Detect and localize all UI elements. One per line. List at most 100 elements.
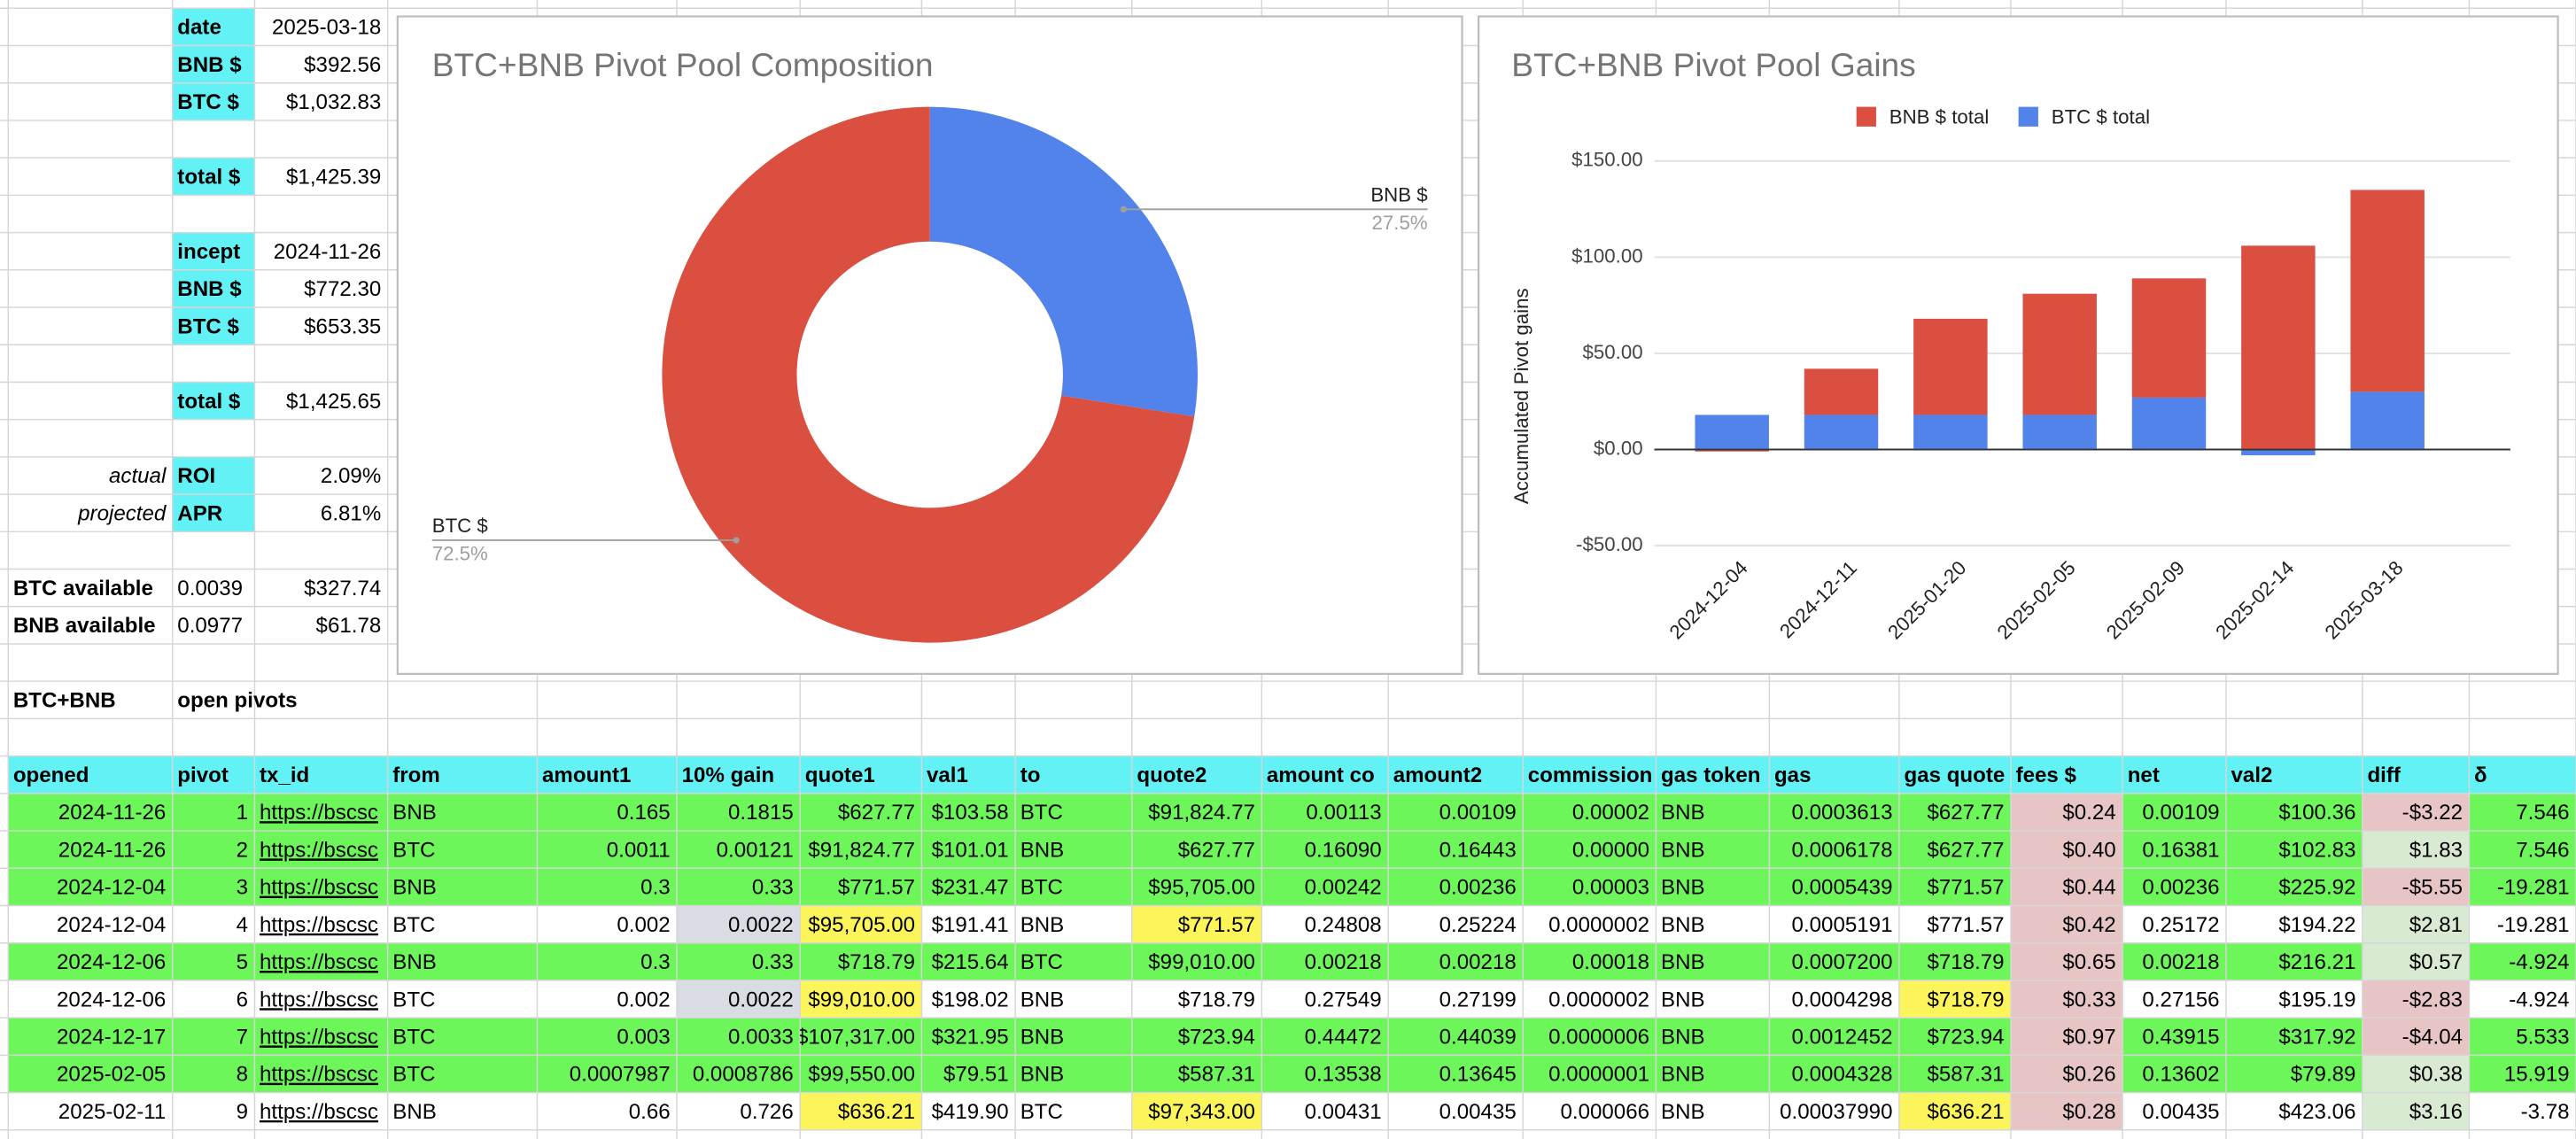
summary-key: incept bbox=[177, 240, 240, 264]
cell: $107,317.00 bbox=[800, 1025, 915, 1049]
cell: 0.00121 bbox=[717, 838, 794, 862]
cell-fill bbox=[1388, 942, 1524, 980]
cell-fill bbox=[1388, 868, 1524, 906]
cell: 0.24808 bbox=[1305, 913, 1382, 937]
table-cell: 3 bbox=[237, 876, 248, 900]
cell-fill bbox=[2011, 905, 2123, 943]
column-header: amount2 bbox=[1393, 763, 1482, 787]
cell-fill bbox=[1523, 905, 1657, 943]
cell-fill bbox=[387, 905, 538, 943]
cell: $95,705.00 bbox=[808, 913, 915, 937]
cell: 2025-03-18 bbox=[272, 16, 381, 40]
cell-fill bbox=[2122, 793, 2226, 832]
summary-key: total $ bbox=[177, 165, 241, 189]
cell: fees $ bbox=[2016, 763, 2077, 787]
cell: 0.0006178 bbox=[1792, 838, 1893, 862]
cell: $718.79 bbox=[1927, 950, 2004, 974]
table-cell: 2024-12-17 bbox=[57, 1025, 166, 1049]
cell-fill bbox=[172, 1055, 255, 1093]
slice-label: BTC $ bbox=[432, 515, 489, 537]
available-value: $327.74 bbox=[304, 577, 381, 600]
summary-value: 6.81% bbox=[321, 501, 381, 525]
cell-fill bbox=[254, 831, 388, 869]
cell: 0.0039 bbox=[177, 577, 243, 600]
cell: BNB bbox=[1661, 876, 1705, 900]
column-header: val1 bbox=[927, 763, 968, 787]
cell-fill bbox=[172, 494, 255, 532]
cell: ROI bbox=[177, 464, 215, 488]
cell: 0.0000002 bbox=[1548, 988, 1649, 1011]
cell-fill bbox=[172, 45, 255, 83]
table-cell: -$2.83 bbox=[2402, 988, 2463, 1011]
cell: $0.24 bbox=[2062, 801, 2115, 825]
tx-link: https://bscsc bbox=[260, 838, 378, 862]
cell-fill bbox=[2362, 905, 2470, 943]
table-cell: $194.22 bbox=[2278, 913, 2355, 937]
available-label: BTC available bbox=[13, 577, 153, 600]
cell-fill bbox=[172, 755, 255, 794]
table-cell: BNB bbox=[392, 950, 437, 974]
cell: 2 bbox=[237, 838, 248, 862]
cell: BNB bbox=[392, 801, 437, 825]
cell: 0.00435 bbox=[1439, 1100, 1517, 1124]
note: actual bbox=[109, 464, 167, 488]
table-cell: $100.36 bbox=[2278, 801, 2355, 825]
cell: 2025-02-11 bbox=[58, 1100, 167, 1124]
y-tick-label: -$50.00 bbox=[1576, 533, 1642, 555]
table-cell: BNB bbox=[1661, 1025, 1705, 1049]
cell: $771.57 bbox=[838, 876, 915, 900]
table-cell: 0.0004298 bbox=[1792, 988, 1893, 1011]
table-cell: BTC bbox=[392, 1063, 435, 1087]
cell: 0.0005439 bbox=[1792, 876, 1893, 900]
cell: 0.00236 bbox=[1439, 876, 1517, 900]
cell: BNB bbox=[1020, 988, 1065, 1011]
cell: https://bscsc bbox=[260, 1025, 378, 1049]
cell-fill bbox=[537, 1055, 678, 1093]
cell: $718.79 bbox=[1178, 988, 1255, 1011]
table-cell: $79.51 bbox=[943, 1063, 1009, 1087]
table-cell: 7.546 bbox=[2516, 801, 2569, 825]
cell: commission bbox=[1528, 763, 1653, 787]
cell: 0.0022 bbox=[728, 913, 794, 937]
table-cell: 0.00431 bbox=[1305, 1100, 1382, 1124]
cell: $1,425.65 bbox=[286, 390, 381, 414]
cell-fill bbox=[1523, 868, 1657, 906]
cell: BTC bbox=[392, 1025, 435, 1049]
cell: $1,425.39 bbox=[286, 165, 381, 189]
summary-value: 2024-11-26 bbox=[274, 240, 382, 264]
cell-fill bbox=[1656, 1018, 1770, 1056]
cell-fill bbox=[2225, 1055, 2363, 1093]
cell: val2 bbox=[2231, 763, 2273, 787]
cell-fill bbox=[2225, 980, 2363, 1019]
cell: 0.00218 bbox=[1439, 950, 1517, 974]
table-cell: 0.002 bbox=[617, 988, 670, 1011]
cell: BNB bbox=[1020, 838, 1065, 862]
cell: gas bbox=[1774, 763, 1812, 787]
cell-fill bbox=[1898, 868, 2012, 906]
summary-value: $392.56 bbox=[304, 53, 381, 77]
cell-fill bbox=[1898, 1055, 2012, 1093]
cell-fill bbox=[1261, 1018, 1389, 1056]
cell-fill bbox=[2225, 1018, 2363, 1056]
cell: 0.0022 bbox=[728, 988, 794, 1011]
cell-fill bbox=[1261, 868, 1389, 906]
cell-fill bbox=[800, 942, 922, 980]
pie-slice bbox=[662, 106, 1195, 643]
cell: BNB bbox=[392, 950, 437, 974]
cell: 0.3 bbox=[640, 950, 671, 974]
table-cell: 0.0005191 bbox=[1792, 913, 1893, 937]
cell: val1 bbox=[927, 763, 968, 787]
column-header: gas token bbox=[1661, 763, 1761, 787]
cell: date bbox=[177, 16, 221, 40]
cell-fill bbox=[1898, 1092, 2012, 1130]
cell: $627.77 bbox=[1927, 801, 2004, 825]
cell: BNB bbox=[392, 876, 437, 900]
cell: $91,824.77 bbox=[808, 838, 915, 862]
table-cell: $0.40 bbox=[2062, 838, 2115, 862]
cell: amount1 bbox=[542, 763, 631, 787]
cell-fill bbox=[172, 1092, 255, 1130]
bar bbox=[1913, 415, 1988, 450]
charts: BTC+BNB Pivot Pool Composition BNB $ 27.5%… bbox=[396, 15, 2559, 675]
table-cell: $627.77 bbox=[1178, 838, 1255, 862]
bar bbox=[1804, 415, 1879, 450]
